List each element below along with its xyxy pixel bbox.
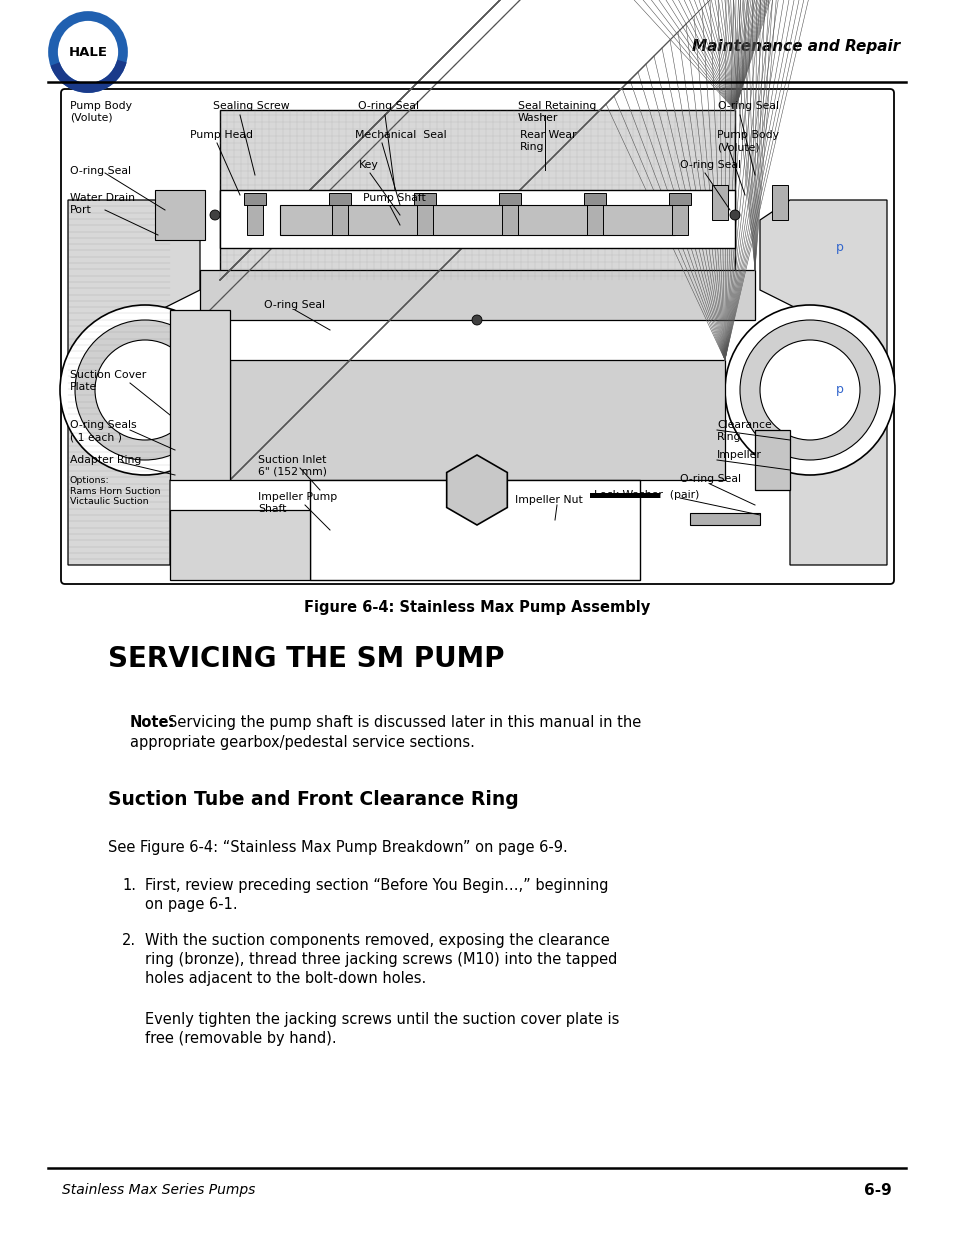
Text: 6-9: 6-9 — [863, 1183, 891, 1198]
Text: Pump Head: Pump Head — [190, 130, 253, 140]
Text: Key: Key — [358, 161, 378, 170]
Circle shape — [729, 210, 740, 220]
Bar — [583, 193, 605, 205]
Text: free (removable by hand).: free (removable by hand). — [145, 1031, 336, 1046]
Text: With the suction components removed, exposing the clearance: With the suction components removed, exp… — [145, 932, 609, 948]
Text: Clearance
Ring: Clearance Ring — [717, 420, 771, 442]
Text: Options:
Rams Horn Suction
Victaulic Suction: Options: Rams Horn Suction Victaulic Suc… — [70, 475, 160, 506]
Text: Pump Body
(Volute): Pump Body (Volute) — [70, 101, 132, 124]
Bar — [589, 493, 659, 498]
Bar — [711, 185, 727, 220]
Bar — [247, 200, 263, 235]
Bar — [668, 193, 690, 205]
Ellipse shape — [60, 23, 116, 82]
Bar — [154, 190, 205, 240]
Bar — [689, 513, 760, 525]
Text: Pump Body
(Volute): Pump Body (Volute) — [717, 130, 779, 152]
Text: appropriate gearbox/pedestal service sections.: appropriate gearbox/pedestal service sec… — [130, 735, 475, 750]
Bar — [230, 359, 724, 480]
Text: 1.: 1. — [122, 878, 136, 893]
Text: Rear Wear
Ring: Rear Wear Ring — [519, 130, 576, 152]
Text: SERVICING THE SM PUMP: SERVICING THE SM PUMP — [108, 645, 504, 673]
Bar — [414, 193, 436, 205]
Text: O-ring Seal: O-ring Seal — [357, 101, 418, 111]
Text: O-ring Seal: O-ring Seal — [70, 165, 131, 177]
Polygon shape — [760, 200, 886, 564]
Bar — [200, 270, 754, 320]
Bar — [771, 185, 787, 220]
Text: p: p — [835, 384, 843, 396]
Text: Lock Washer  (pair): Lock Washer (pair) — [594, 490, 699, 500]
Text: O-ring Seals
( 1 each ): O-ring Seals ( 1 each ) — [70, 420, 136, 442]
Bar — [332, 200, 348, 235]
Bar — [586, 200, 602, 235]
Bar — [416, 200, 433, 235]
Text: Figure 6-4: Stainless Max Pump Assembly: Figure 6-4: Stainless Max Pump Assembly — [304, 600, 649, 615]
Bar — [220, 190, 734, 248]
Text: ring (bronze), thread three jacking screws (M10) into the tapped: ring (bronze), thread three jacking scre… — [145, 952, 617, 967]
Text: Note:: Note: — [130, 715, 175, 730]
Text: O-ring Seal: O-ring Seal — [679, 161, 740, 170]
Circle shape — [760, 340, 859, 440]
Text: Mechanical  Seal: Mechanical Seal — [355, 130, 446, 140]
Bar — [220, 110, 734, 280]
Text: Suction Cover
Plate: Suction Cover Plate — [70, 370, 146, 391]
Circle shape — [60, 305, 230, 475]
Text: Adapter Ring: Adapter Ring — [70, 454, 141, 466]
Text: Evenly tighten the jacking screws until the suction cover plate is: Evenly tighten the jacking screws until … — [145, 1011, 618, 1028]
Text: holes adjacent to the bolt-down holes.: holes adjacent to the bolt-down holes. — [145, 971, 426, 986]
Text: Stainless Max Series Pumps: Stainless Max Series Pumps — [62, 1183, 255, 1197]
Bar — [498, 193, 520, 205]
Polygon shape — [68, 200, 200, 564]
Bar — [329, 193, 351, 205]
Circle shape — [52, 16, 124, 88]
Text: Water Drain
Port: Water Drain Port — [70, 193, 135, 215]
Circle shape — [75, 320, 214, 459]
Text: O-ring Seal: O-ring Seal — [264, 300, 325, 310]
Circle shape — [472, 315, 481, 325]
Text: p: p — [835, 242, 843, 254]
Bar — [170, 510, 310, 580]
Text: Impeller: Impeller — [717, 450, 761, 459]
Text: Pump Shaft: Pump Shaft — [363, 193, 425, 203]
Bar — [671, 200, 687, 235]
Text: O-ring Seal: O-ring Seal — [679, 474, 740, 484]
Text: 2.: 2. — [122, 932, 136, 948]
Text: HALE: HALE — [69, 46, 108, 58]
Text: Servicing the pump shaft is discussed later in this manual in the: Servicing the pump shaft is discussed la… — [168, 715, 640, 730]
Circle shape — [210, 210, 220, 220]
Text: First, review preceding section “Before You Begin…,” beginning: First, review preceding section “Before … — [145, 878, 608, 893]
Bar — [310, 480, 639, 580]
Bar — [754, 430, 789, 490]
Bar — [280, 205, 675, 235]
FancyBboxPatch shape — [61, 89, 893, 584]
Text: O-ring Seal: O-ring Seal — [718, 101, 779, 111]
Text: Seal Retaining
Washer: Seal Retaining Washer — [517, 101, 596, 124]
Circle shape — [724, 305, 894, 475]
Circle shape — [740, 320, 879, 459]
Text: Impeller Nut: Impeller Nut — [515, 495, 582, 505]
Bar — [170, 310, 230, 480]
Text: Impeller Pump
Shaft: Impeller Pump Shaft — [257, 492, 337, 514]
Bar — [501, 200, 517, 235]
Circle shape — [95, 340, 194, 440]
Text: Maintenance and Repair: Maintenance and Repair — [691, 40, 899, 54]
Text: See Figure 6-4: “Stainless Max Pump Breakdown” on page 6-9.: See Figure 6-4: “Stainless Max Pump Brea… — [108, 840, 567, 855]
Text: Suction Tube and Front Clearance Ring: Suction Tube and Front Clearance Ring — [108, 790, 518, 809]
Bar — [244, 193, 266, 205]
Text: Suction Inlet
6" (152 mm): Suction Inlet 6" (152 mm) — [257, 454, 327, 477]
Text: Sealing Screw: Sealing Screw — [213, 101, 290, 111]
Text: on page 6-1.: on page 6-1. — [145, 897, 237, 911]
